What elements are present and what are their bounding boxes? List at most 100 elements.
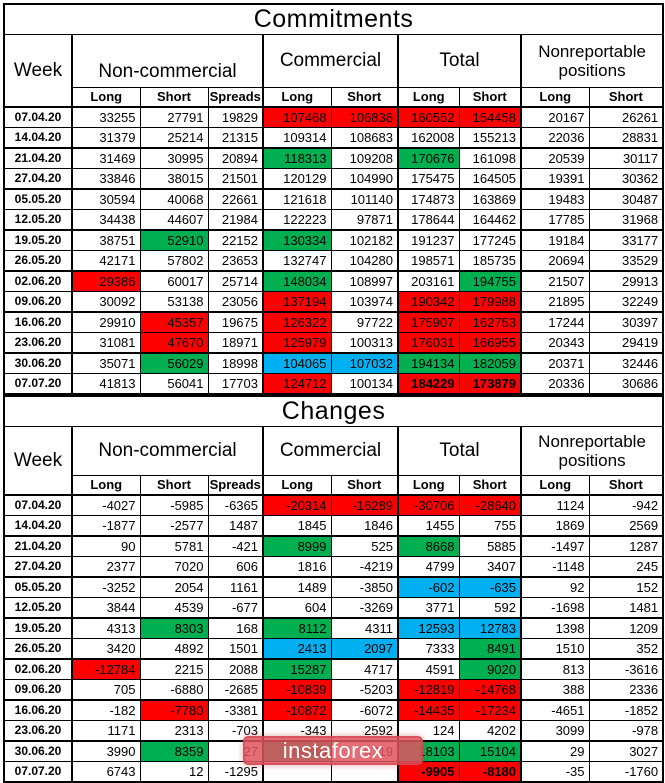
week-header: Week bbox=[3, 34, 73, 108]
week-cell: 21.04.20 bbox=[3, 535, 73, 557]
column-group-header: Nonreportable positions bbox=[519, 34, 664, 88]
value-cell: 1455 bbox=[397, 515, 460, 537]
value-cell: 12 bbox=[139, 761, 209, 783]
value-cell: -3252 bbox=[71, 576, 141, 598]
value-cell: 170676 bbox=[397, 147, 460, 169]
value-cell: 185735 bbox=[458, 250, 522, 272]
week-cell: 23.06.20 bbox=[3, 332, 73, 354]
value-cell: -1760 bbox=[588, 761, 664, 783]
sub-column-header: Short bbox=[139, 475, 209, 496]
sub-column-header: Long bbox=[71, 475, 141, 496]
value-cell: 177245 bbox=[458, 229, 522, 251]
week-cell: 12.05.20 bbox=[3, 209, 73, 231]
value-cell: 126322 bbox=[262, 311, 332, 333]
value-cell: 3771 bbox=[397, 597, 460, 619]
value-cell: 160552 bbox=[397, 106, 460, 128]
value-cell: 3844 bbox=[71, 597, 141, 619]
week-cell: 21.04.20 bbox=[3, 147, 73, 169]
week-cell: 05.05.20 bbox=[3, 188, 73, 210]
week-cell: 19.05.20 bbox=[3, 229, 73, 251]
value-cell: -16289 bbox=[330, 494, 399, 516]
value-cell: 26261 bbox=[588, 106, 664, 128]
sub-column-header: Short bbox=[139, 87, 209, 108]
value-cell: 2215 bbox=[139, 658, 209, 680]
value-cell: -6072 bbox=[330, 699, 399, 721]
value-cell: 4717 bbox=[330, 658, 399, 680]
value-cell: 4539 bbox=[139, 597, 209, 619]
value-cell: -182 bbox=[71, 699, 141, 721]
value-cell: 31379 bbox=[71, 127, 141, 149]
value-cell: 19391 bbox=[520, 168, 590, 190]
column-group-header: Non-commercial bbox=[71, 426, 264, 476]
value-cell: 30686 bbox=[588, 373, 664, 395]
value-cell: 755 bbox=[458, 515, 522, 537]
week-cell: 12.05.20 bbox=[3, 597, 73, 619]
value-cell: 5781 bbox=[139, 535, 209, 557]
value-cell: 31968 bbox=[588, 209, 664, 231]
value-cell: 3990 bbox=[71, 740, 141, 762]
value-cell: -3850 bbox=[330, 576, 399, 598]
value-cell: 33255 bbox=[71, 106, 141, 128]
value-cell: 194134 bbox=[397, 352, 460, 374]
value-cell: 4892 bbox=[139, 638, 209, 660]
value-cell: 21315 bbox=[207, 127, 264, 149]
value-cell: 38751 bbox=[71, 229, 141, 251]
value-cell: 1501 bbox=[207, 638, 264, 660]
value-cell: 175475 bbox=[397, 168, 460, 190]
value-cell: 4202 bbox=[458, 720, 522, 742]
week-cell: 23.06.20 bbox=[3, 720, 73, 742]
value-cell: 198571 bbox=[397, 250, 460, 272]
table-title: Changes bbox=[3, 395, 664, 427]
value-cell: 108997 bbox=[330, 270, 399, 292]
value-cell: -14768 bbox=[458, 679, 522, 701]
value-cell: 12593 bbox=[397, 617, 460, 639]
value-cell: 8491 bbox=[458, 638, 522, 660]
value-cell: 203161 bbox=[397, 270, 460, 292]
value-cell: 20539 bbox=[520, 147, 590, 169]
week-cell: 16.06.20 bbox=[3, 311, 73, 333]
week-cell: 02.06.20 bbox=[3, 658, 73, 680]
value-cell: 2054 bbox=[139, 576, 209, 598]
sub-column-header: Short bbox=[330, 475, 399, 496]
instaforex-watermark: instaforex bbox=[243, 736, 423, 765]
value-cell: 15287 bbox=[262, 658, 332, 680]
value-cell: 175907 bbox=[397, 311, 460, 333]
value-cell: 52910 bbox=[139, 229, 209, 251]
value-cell: 184229 bbox=[397, 373, 460, 395]
table-row: 07.04.20 -4027 -5985 -6365 -20314 -16289 -3070… bbox=[3, 494, 664, 516]
value-cell: 132747 bbox=[262, 250, 332, 272]
value-cell: 19184 bbox=[520, 229, 590, 251]
value-cell: 1124 bbox=[520, 494, 590, 516]
column-group-header: Non-commercial bbox=[71, 34, 264, 88]
value-cell: 22036 bbox=[520, 127, 590, 149]
value-cell: -942 bbox=[588, 494, 664, 516]
value-cell: 20336 bbox=[520, 373, 590, 395]
value-cell: 33177 bbox=[588, 229, 664, 251]
value-cell: 60017 bbox=[139, 270, 209, 292]
value-cell: 19829 bbox=[207, 106, 264, 128]
value-cell: 352 bbox=[588, 638, 664, 660]
value-cell: -1877 bbox=[71, 515, 141, 537]
value-cell: 1845 bbox=[262, 515, 332, 537]
table-title: Commitments bbox=[3, 3, 664, 35]
week-cell: 14.04.20 bbox=[3, 515, 73, 537]
value-cell: 1846 bbox=[330, 515, 399, 537]
value-cell: 155213 bbox=[458, 127, 522, 149]
sub-column-header: Short bbox=[588, 475, 664, 496]
table-row: 30.06.20 35071 56029 18998 104065 107032 19413… bbox=[3, 352, 664, 374]
week-cell: 19.05.20 bbox=[3, 617, 73, 639]
value-cell: 56041 bbox=[139, 373, 209, 395]
table-row: 07.04.20 33255 27791 19829 107468 106838 16055… bbox=[3, 106, 664, 128]
value-cell: 35071 bbox=[71, 352, 141, 374]
value-cell: 8999 bbox=[262, 535, 332, 557]
value-cell: 148034 bbox=[262, 270, 332, 292]
value-cell: 102182 bbox=[330, 229, 399, 251]
value-cell: -8180 bbox=[458, 761, 522, 783]
value-cell: 109208 bbox=[330, 147, 399, 169]
table-row: 21.04.20 31469 30995 20894 118313 109208 17067… bbox=[3, 147, 664, 169]
value-cell: 4591 bbox=[397, 658, 460, 680]
table-row: 23.06.20 31081 47670 18971 125979 100313 17603… bbox=[3, 332, 664, 354]
value-cell: 22661 bbox=[207, 188, 264, 210]
value-cell: 1816 bbox=[262, 556, 332, 578]
value-cell: -635 bbox=[458, 576, 522, 598]
